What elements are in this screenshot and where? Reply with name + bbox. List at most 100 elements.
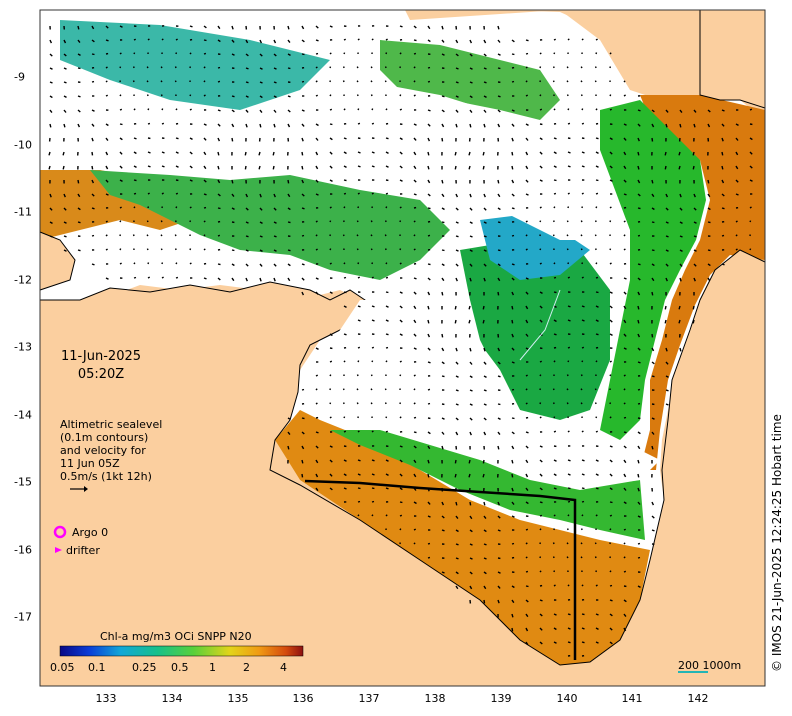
velocity-arrow <box>119 66 122 69</box>
velocity-arrow <box>399 459 403 463</box>
velocity-arrow <box>525 179 529 183</box>
y-tick-label: -17 <box>14 610 32 624</box>
velocity-arrow <box>91 39 95 43</box>
velocity-arrow <box>525 80 528 83</box>
velocity-arrow <box>553 38 556 41</box>
velocity-arrow <box>497 515 501 519</box>
argo-label: Argo 0 <box>72 526 109 539</box>
velocity-arrow <box>427 291 431 296</box>
velocity-arrow <box>231 123 235 128</box>
velocity-arrow <box>665 389 669 392</box>
velocity-arrow <box>539 514 543 517</box>
velocity-arrow <box>539 599 543 602</box>
velocity-arrow <box>455 557 459 560</box>
velocity-arrow <box>455 277 458 282</box>
velocity-arrow <box>678 151 681 156</box>
velocity-arrow <box>483 347 486 352</box>
velocity-arrow <box>511 473 514 478</box>
velocity-arrow <box>581 487 585 490</box>
velocity-arrow <box>525 473 529 478</box>
velocity-arrow <box>272 151 275 156</box>
velocity-arrow <box>511 53 515 56</box>
velocity-arrow <box>525 542 528 545</box>
velocity-arrow <box>623 501 627 505</box>
velocity-arrow <box>259 53 263 57</box>
velocity-arrow <box>217 207 221 210</box>
velocity-arrow <box>119 220 122 223</box>
velocity-arrow <box>679 221 683 225</box>
velocity-arrow <box>301 388 305 391</box>
velocity-arrow <box>413 305 417 310</box>
velocity-arrow <box>356 402 359 405</box>
velocity-arrow <box>315 248 318 251</box>
velocity-arrow <box>217 123 221 127</box>
velocity-arrow <box>651 137 654 142</box>
legend-line: 0.5m/s (1kt 12h) <box>60 470 152 483</box>
velocity-arrow <box>609 360 612 363</box>
velocity-arrow <box>427 151 430 156</box>
velocity-arrow <box>525 431 529 434</box>
y-tick-label: -10 <box>14 138 32 152</box>
velocity-arrow <box>287 221 291 224</box>
velocity-arrow <box>455 431 459 436</box>
velocity-arrow <box>539 501 543 504</box>
velocity-arrow <box>399 374 402 377</box>
velocity-arrow <box>399 248 402 251</box>
velocity-arrow <box>679 277 682 282</box>
velocity-arrow <box>609 220 612 223</box>
velocity-arrow <box>315 234 318 237</box>
velocity-arrow <box>133 38 136 41</box>
velocity-arrow <box>497 431 501 436</box>
velocity-arrow <box>245 81 249 84</box>
velocity-arrow <box>637 305 640 310</box>
velocity-arrow <box>413 347 417 350</box>
velocity-arrow <box>469 585 473 590</box>
velocity-arrow <box>623 277 627 280</box>
velocity-arrow <box>77 193 81 198</box>
velocity-arrow <box>581 613 585 616</box>
velocity-arrow <box>567 319 571 322</box>
velocity-arrow <box>441 333 444 338</box>
velocity-arrow <box>356 220 359 223</box>
velocity-arrow <box>287 53 291 57</box>
velocity-arrow <box>553 108 556 111</box>
velocity-arrow <box>413 459 417 464</box>
velocity-arrow <box>623 333 627 337</box>
x-tick-label: 135 <box>227 692 249 705</box>
velocity-arrow <box>287 277 291 282</box>
velocity-arrow <box>637 473 640 478</box>
imos-credit: © IMOS 21-Jun-2025 12:24:25 Hobart time <box>770 414 784 672</box>
velocity-arrow <box>665 235 669 238</box>
velocity-arrow <box>49 109 53 114</box>
velocity-arrow <box>525 333 529 337</box>
velocity-arrow <box>455 375 459 378</box>
velocity-arrow <box>735 151 739 156</box>
velocity-arrow <box>553 430 557 433</box>
velocity-arrow <box>370 94 373 97</box>
velocity-arrow <box>469 39 473 44</box>
velocity-arrow <box>77 221 81 224</box>
velocity-arrow <box>371 38 374 41</box>
velocity-arrow <box>455 81 459 84</box>
velocity-arrow <box>525 165 529 170</box>
map-date: 11-Jun-2025 05:20Z <box>58 348 144 384</box>
velocity-arrow <box>356 388 359 391</box>
velocity-arrow <box>399 514 403 517</box>
velocity-arrow <box>637 431 641 435</box>
velocity-arrow <box>469 529 473 533</box>
velocity-arrow <box>749 179 753 182</box>
velocity-arrow <box>287 67 291 70</box>
velocity-arrow <box>273 67 277 70</box>
velocity-arrow <box>427 137 431 142</box>
velocity-arrow <box>91 179 95 184</box>
velocity-arrow <box>609 206 612 209</box>
velocity-arrow <box>413 80 416 83</box>
velocity-arrow <box>91 137 94 142</box>
velocity-arrow <box>315 39 319 42</box>
velocity-arrow <box>371 430 374 433</box>
velocity-arrow <box>525 52 529 55</box>
velocity-arrow <box>539 248 542 251</box>
velocity-arrow <box>371 360 374 363</box>
velocity-arrow <box>651 375 655 378</box>
velocity-arrow <box>175 206 178 209</box>
